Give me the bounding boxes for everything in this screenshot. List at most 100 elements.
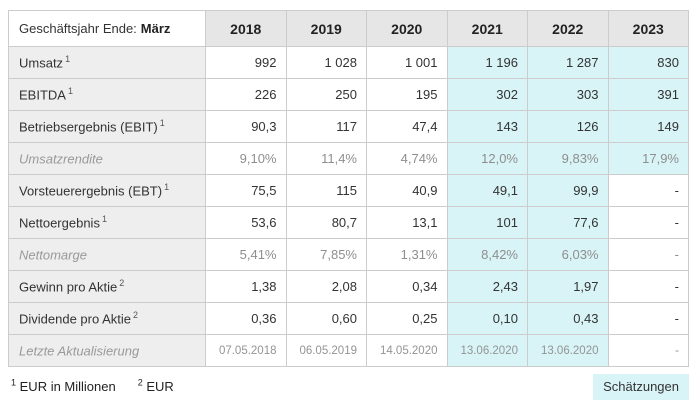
cell-2023: 830 [607,46,689,79]
footnote-ref: 2 [119,278,125,289]
table-row-ebt: Vorsteuerergebnis (EBT) 1 75,5 115 40,9 4… [8,174,689,207]
cell-2023: - [607,302,689,335]
cell-2018: 226 [205,78,287,111]
footnote-ref: 1 [67,86,73,97]
footnote-ref: 1 [101,214,107,225]
cell-2018: 0,36 [205,302,287,335]
cell-2020: 0,25 [366,302,448,335]
table-row-nettomarge: Nettomarge 5,41% 7,85% 1,31% 8,42% 6,03%… [8,238,689,271]
fiscal-year-end-text: Geschäftsjahr Ende: [19,21,137,36]
footnote-ref: 2 [133,310,139,321]
table-row-umsatz: Umsatz 1 992 1 028 1 001 1 196 1 287 830 [8,46,689,79]
cell-2021: 302 [446,78,528,111]
cell-2021: 101 [446,206,528,239]
cell-2022: 9,83% [527,142,609,175]
footnote-ref: 1 [159,118,165,129]
year-header-2020: 2020 [366,10,448,47]
cell-2021: 49,1 [446,174,528,207]
cell-2019: 11,4% [285,142,367,175]
row-label: Nettomarge [8,238,206,271]
footnotes: 1 EUR in Millionen 2 EUR [8,374,196,394]
cell-2023: - [607,174,689,207]
cell-2021: 12,0% [446,142,528,175]
cell-2022: 126 [527,110,609,143]
cell-2018: 90,3 [205,110,287,143]
row-label: Nettoergebnis 1 [8,206,206,239]
table-footer: 1 EUR in Millionen 2 EUR Schätzungen [8,374,689,400]
year-header-2019: 2019 [285,10,367,47]
cell-2021: 0,10 [446,302,528,335]
year-header-2021: 2021 [446,10,528,47]
table-header-row: Geschäftsjahr Ende: März 2018 2019 2020 2… [8,10,689,47]
footnote-2-text: EUR [146,379,174,395]
cell-2018: 07.05.2018 [205,334,287,367]
footnote-1-text: EUR in Millionen [19,379,116,395]
cell-2022: 1,97 [527,270,609,303]
footnote-ref: 1 [164,182,170,193]
cell-2023: 17,9% [607,142,689,175]
cell-2022: 77,6 [527,206,609,239]
cell-2020: 14.05.2020 [366,334,448,367]
cell-2020: 1,31% [366,238,448,271]
row-label: Gewinn pro Aktie 2 [8,270,206,303]
cell-2019: 06.05.2019 [285,334,367,367]
cell-2023: 391 [607,78,689,111]
cell-2021: 2,43 [446,270,528,303]
cell-2022: 1 287 [527,46,609,79]
footnote-1: 1 EUR in Millionen [11,378,116,395]
row-label: Dividende pro Aktie 2 [8,302,206,335]
cell-2022: 6,03% [527,238,609,271]
table-row-umsatzrendite: Umsatzrendite 9,10% 11,4% 4,74% 12,0% 9,… [8,142,689,175]
row-label: Vorsteuerergebnis (EBT) 1 [8,174,206,207]
cell-2020: 4,74% [366,142,448,175]
cell-2021: 8,42% [446,238,528,271]
cell-2019: 117 [285,110,367,143]
cell-2020: 1 001 [366,46,448,79]
cell-2019: 0,60 [285,302,367,335]
cell-2023: 149 [607,110,689,143]
row-label: EBITDA 1 [8,78,206,111]
fiscal-year-end-label: Geschäftsjahr Ende: März [8,10,206,47]
row-label: Betriebsergebnis (EBIT) 1 [8,110,206,143]
cell-2021: 13.06.2020 [446,334,528,367]
cell-2019: 80,7 [285,206,367,239]
table-row-dividende-pro-aktie: Dividende pro Aktie 2 0,36 0,60 0,25 0,10… [8,302,689,335]
footnote-1-sup: 1 [11,378,17,388]
cell-2019: 250 [285,78,367,111]
cell-2018: 992 [205,46,287,79]
cell-2022: 0,43 [527,302,609,335]
cell-2019: 2,08 [285,270,367,303]
table-row-nettoergebnis: Nettoergebnis 1 53,6 80,7 13,1 101 77,6 - [8,206,689,239]
year-header-2022: 2022 [527,10,609,47]
footnote-2: 2 EUR [137,378,174,395]
row-label: Umsatzrendite [8,142,206,175]
table-row-ebit: Betriebsergebnis (EBIT) 1 90,3 117 47,4 1… [8,110,689,143]
cell-2019: 1 028 [285,46,367,79]
cell-2020: 47,4 [366,110,448,143]
table-row-ebitda: EBITDA 1 226 250 195 302 303 391 [8,78,689,111]
cell-2018: 1,38 [205,270,287,303]
table-row-letzte-aktualisierung: Letzte Aktualisierung 07.05.2018 06.05.2… [8,334,689,367]
cell-2020: 40,9 [366,174,448,207]
cell-2021: 1 196 [446,46,528,79]
cell-2023: - [607,206,689,239]
cell-2019: 115 [285,174,367,207]
cell-2021: 143 [446,110,528,143]
estimates-legend-badge: Schätzungen [593,374,689,400]
financials-table: Geschäftsjahr Ende: März 2018 2019 2020 2… [8,10,689,367]
cell-2018: 5,41% [205,238,287,271]
year-header-2018: 2018 [205,10,287,47]
table-row-gewinn-pro-aktie: Gewinn pro Aktie 2 1,38 2,08 0,34 2,43 1,… [8,270,689,303]
cell-2022: 13.06.2020 [527,334,609,367]
cell-2020: 13,1 [366,206,448,239]
cell-2018: 75,5 [205,174,287,207]
cell-2019: 7,85% [285,238,367,271]
cell-2018: 53,6 [205,206,287,239]
year-header-2023: 2023 [607,10,689,47]
footnote-ref: 1 [65,54,71,65]
cell-2020: 0,34 [366,270,448,303]
row-label: Letzte Aktualisierung [8,334,206,367]
footnote-2-sup: 2 [137,378,143,388]
row-label: Umsatz 1 [8,46,206,79]
